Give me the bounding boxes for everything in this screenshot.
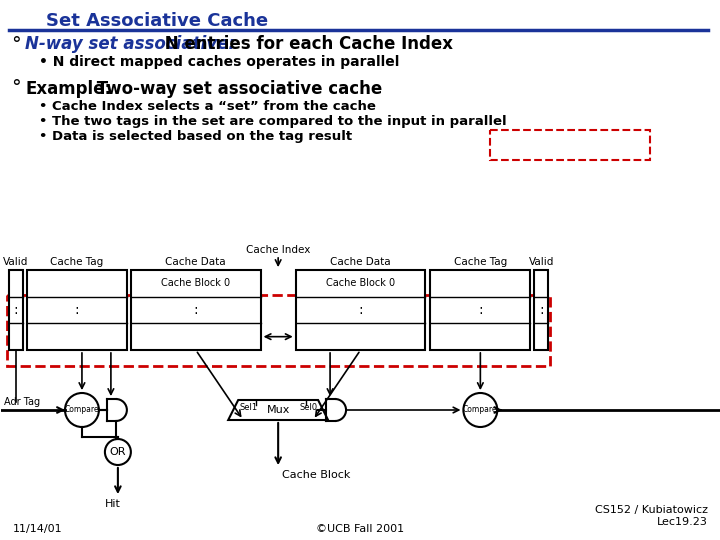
Text: Hit: Hit [105,499,121,509]
Bar [431,270,531,350]
Text: :: : [14,303,18,317]
Text: CS152 / Kubiatowicz
Lec19.23: CS152 / Kubiatowicz Lec19.23 [595,505,708,527]
Text: Cache Index: Cache Index [246,245,310,255]
Text: :: : [539,303,544,317]
Text: Cache Tag: Cache Tag [454,257,507,267]
Text: :: : [194,303,198,317]
Text: :: : [75,303,79,317]
Text: Compare: Compare [65,406,99,415]
Text: • Cache Index selects a “set” from the cache: • Cache Index selects a “set” from the c… [39,100,376,113]
Bar [534,270,548,350]
Text: • N direct mapped caches operates in parallel: • N direct mapped caches operates in par… [39,55,400,69]
Text: Cache Data: Cache Data [330,257,391,267]
Text: :: : [478,303,482,317]
Bar [27,270,127,350]
Text: Cache Data: Cache Data [166,257,226,267]
Text: Cache Block: Cache Block [282,470,351,480]
Text: 11/14/01: 11/14/01 [13,524,63,534]
Bar [131,270,261,350]
Text: Cache Block 0: Cache Block 0 [326,278,395,288]
Bar [490,130,650,160]
Bar [296,270,426,350]
Text: N-way set associative:: N-way set associative: [25,35,235,53]
Text: Compare: Compare [463,406,498,415]
Text: • The two tags in the set are compared to the input in parallel: • The two tags in the set are compared t… [39,115,507,128]
Text: Cache Block 0: Cache Block 0 [161,278,230,288]
Text: N entries for each Cache Index: N entries for each Cache Index [159,35,453,53]
Text: :: : [359,303,363,317]
Text: Cache Tag: Cache Tag [50,257,104,267]
Text: Two-way set associative cache: Two-way set associative cache [91,80,382,98]
Text: Valid: Valid [4,257,29,267]
Bar [7,295,550,366]
Text: ©UCB Fall 2001: ©UCB Fall 2001 [317,524,405,534]
Text: OR: OR [109,447,126,457]
Text: Example:: Example: [25,80,111,98]
Text: Mux: Mux [266,405,290,415]
Text: Valid: Valid [528,257,554,267]
Text: Sel0: Sel0 [299,403,318,413]
Text: Adr Tag: Adr Tag [4,397,40,407]
Text: • Data is selected based on the tag result: • Data is selected based on the tag resu… [39,130,352,143]
Polygon shape [228,400,328,420]
Text: Sel1: Sel1 [239,403,257,413]
Text: Set Associative Cache: Set Associative Cache [46,12,268,30]
Text: °: ° [11,78,21,97]
Text: °: ° [11,35,21,54]
Bar [9,270,23,350]
